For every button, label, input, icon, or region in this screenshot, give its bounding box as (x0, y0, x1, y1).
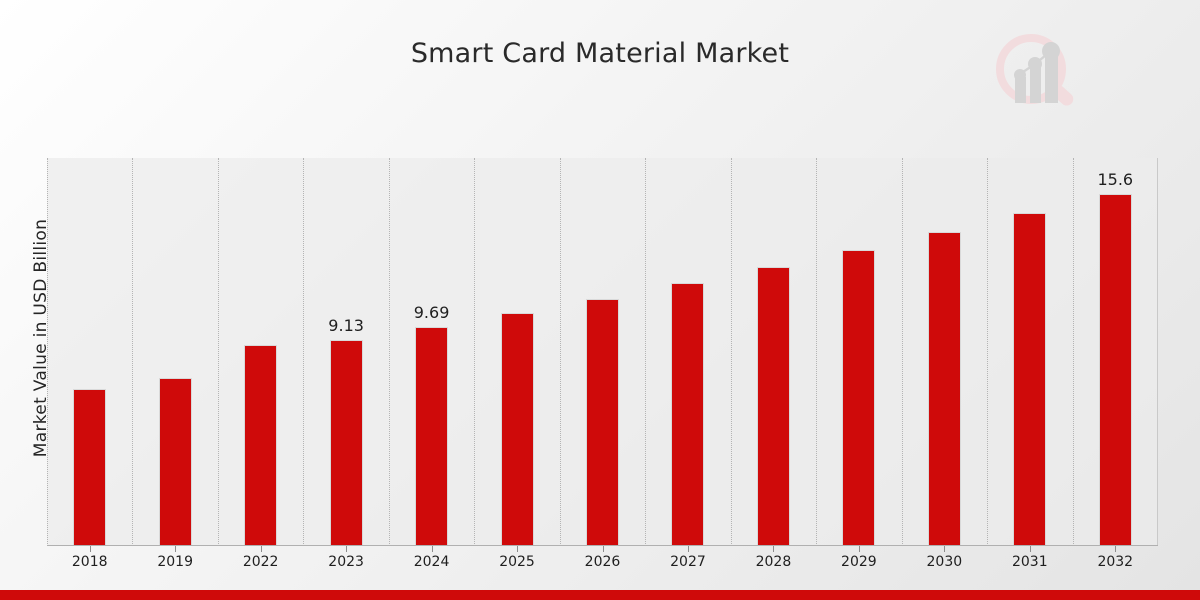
bar-2018[interactable] (73, 388, 107, 546)
bar-2022[interactable] (244, 345, 278, 546)
gridline (303, 158, 305, 546)
tick-mark-2026 (602, 546, 604, 552)
market-research-magnifier-logo (985, 25, 1085, 125)
tick-mark-2019 (175, 546, 177, 552)
bar-2026[interactable] (586, 298, 619, 546)
tick-mark-2031 (1029, 546, 1031, 552)
x-tick-label-2027: 2027 (670, 554, 706, 570)
tick-mark-2030 (944, 546, 946, 552)
gridline (1072, 158, 1075, 546)
gridline (987, 158, 989, 546)
tick-mark-2025 (517, 546, 519, 552)
plot-area (47, 158, 1158, 546)
bar-2029[interactable] (842, 249, 876, 546)
tick-mark-2029 (858, 546, 860, 552)
gridline (816, 158, 818, 546)
x-tick-label-2026: 2026 (584, 554, 621, 570)
bar-2024[interactable] (415, 327, 449, 546)
x-tick-label-2022: 2022 (242, 554, 279, 570)
x-tick-label-2023: 2023 (328, 554, 364, 570)
gridline (730, 158, 733, 546)
tick-mark-2022 (260, 546, 262, 552)
footer-band (0, 590, 1200, 600)
bar-value-label-2024: 9.69 (413, 303, 450, 323)
bar-2032[interactable] (1098, 194, 1132, 546)
bar-2030[interactable] (927, 231, 961, 546)
x-tick-label-2032: 2032 (1097, 554, 1134, 570)
page-title: Smart Card Material Market (410, 38, 790, 69)
tick-mark-2032 (1115, 546, 1117, 552)
gridline (901, 158, 904, 546)
bar-2023[interactable] (329, 340, 363, 546)
x-axis-line (47, 545, 1158, 546)
gridline (388, 158, 391, 546)
gridline (132, 158, 134, 546)
x-tick-label-2028: 2028 (755, 554, 792, 570)
x-tick-label-2025: 2025 (499, 554, 535, 570)
bar-2019[interactable] (158, 378, 192, 546)
x-tick-label-2018: 2018 (71, 554, 108, 570)
plot-right-border (1157, 158, 1158, 546)
gridline (47, 158, 49, 546)
bar-2028[interactable] (756, 266, 790, 546)
bar-value-label-2023: 9.13 (328, 316, 364, 336)
gridline (217, 158, 220, 546)
x-tick-label-2029: 2029 (841, 554, 877, 570)
gridline (645, 158, 647, 546)
x-tick-label-2024: 2024 (413, 554, 450, 570)
bar-2031[interactable] (1013, 213, 1047, 546)
bar-2025[interactable] (500, 313, 534, 546)
gridline (474, 158, 476, 546)
tick-mark-2023 (346, 546, 348, 552)
x-tick-label-2019: 2019 (157, 554, 194, 570)
tick-mark-2027 (687, 546, 689, 552)
logo-icon (996, 34, 1074, 106)
tick-mark-2024 (431, 546, 433, 552)
tick-mark-2028 (773, 546, 775, 552)
bar-value-label-2032: 15.6 (1097, 170, 1134, 190)
bar-2027[interactable] (671, 283, 705, 546)
x-tick-label-2031: 2031 (1011, 554, 1048, 570)
tick-mark-2018 (89, 546, 91, 552)
x-tick-label-2030: 2030 (926, 554, 963, 570)
gridline (559, 158, 562, 546)
